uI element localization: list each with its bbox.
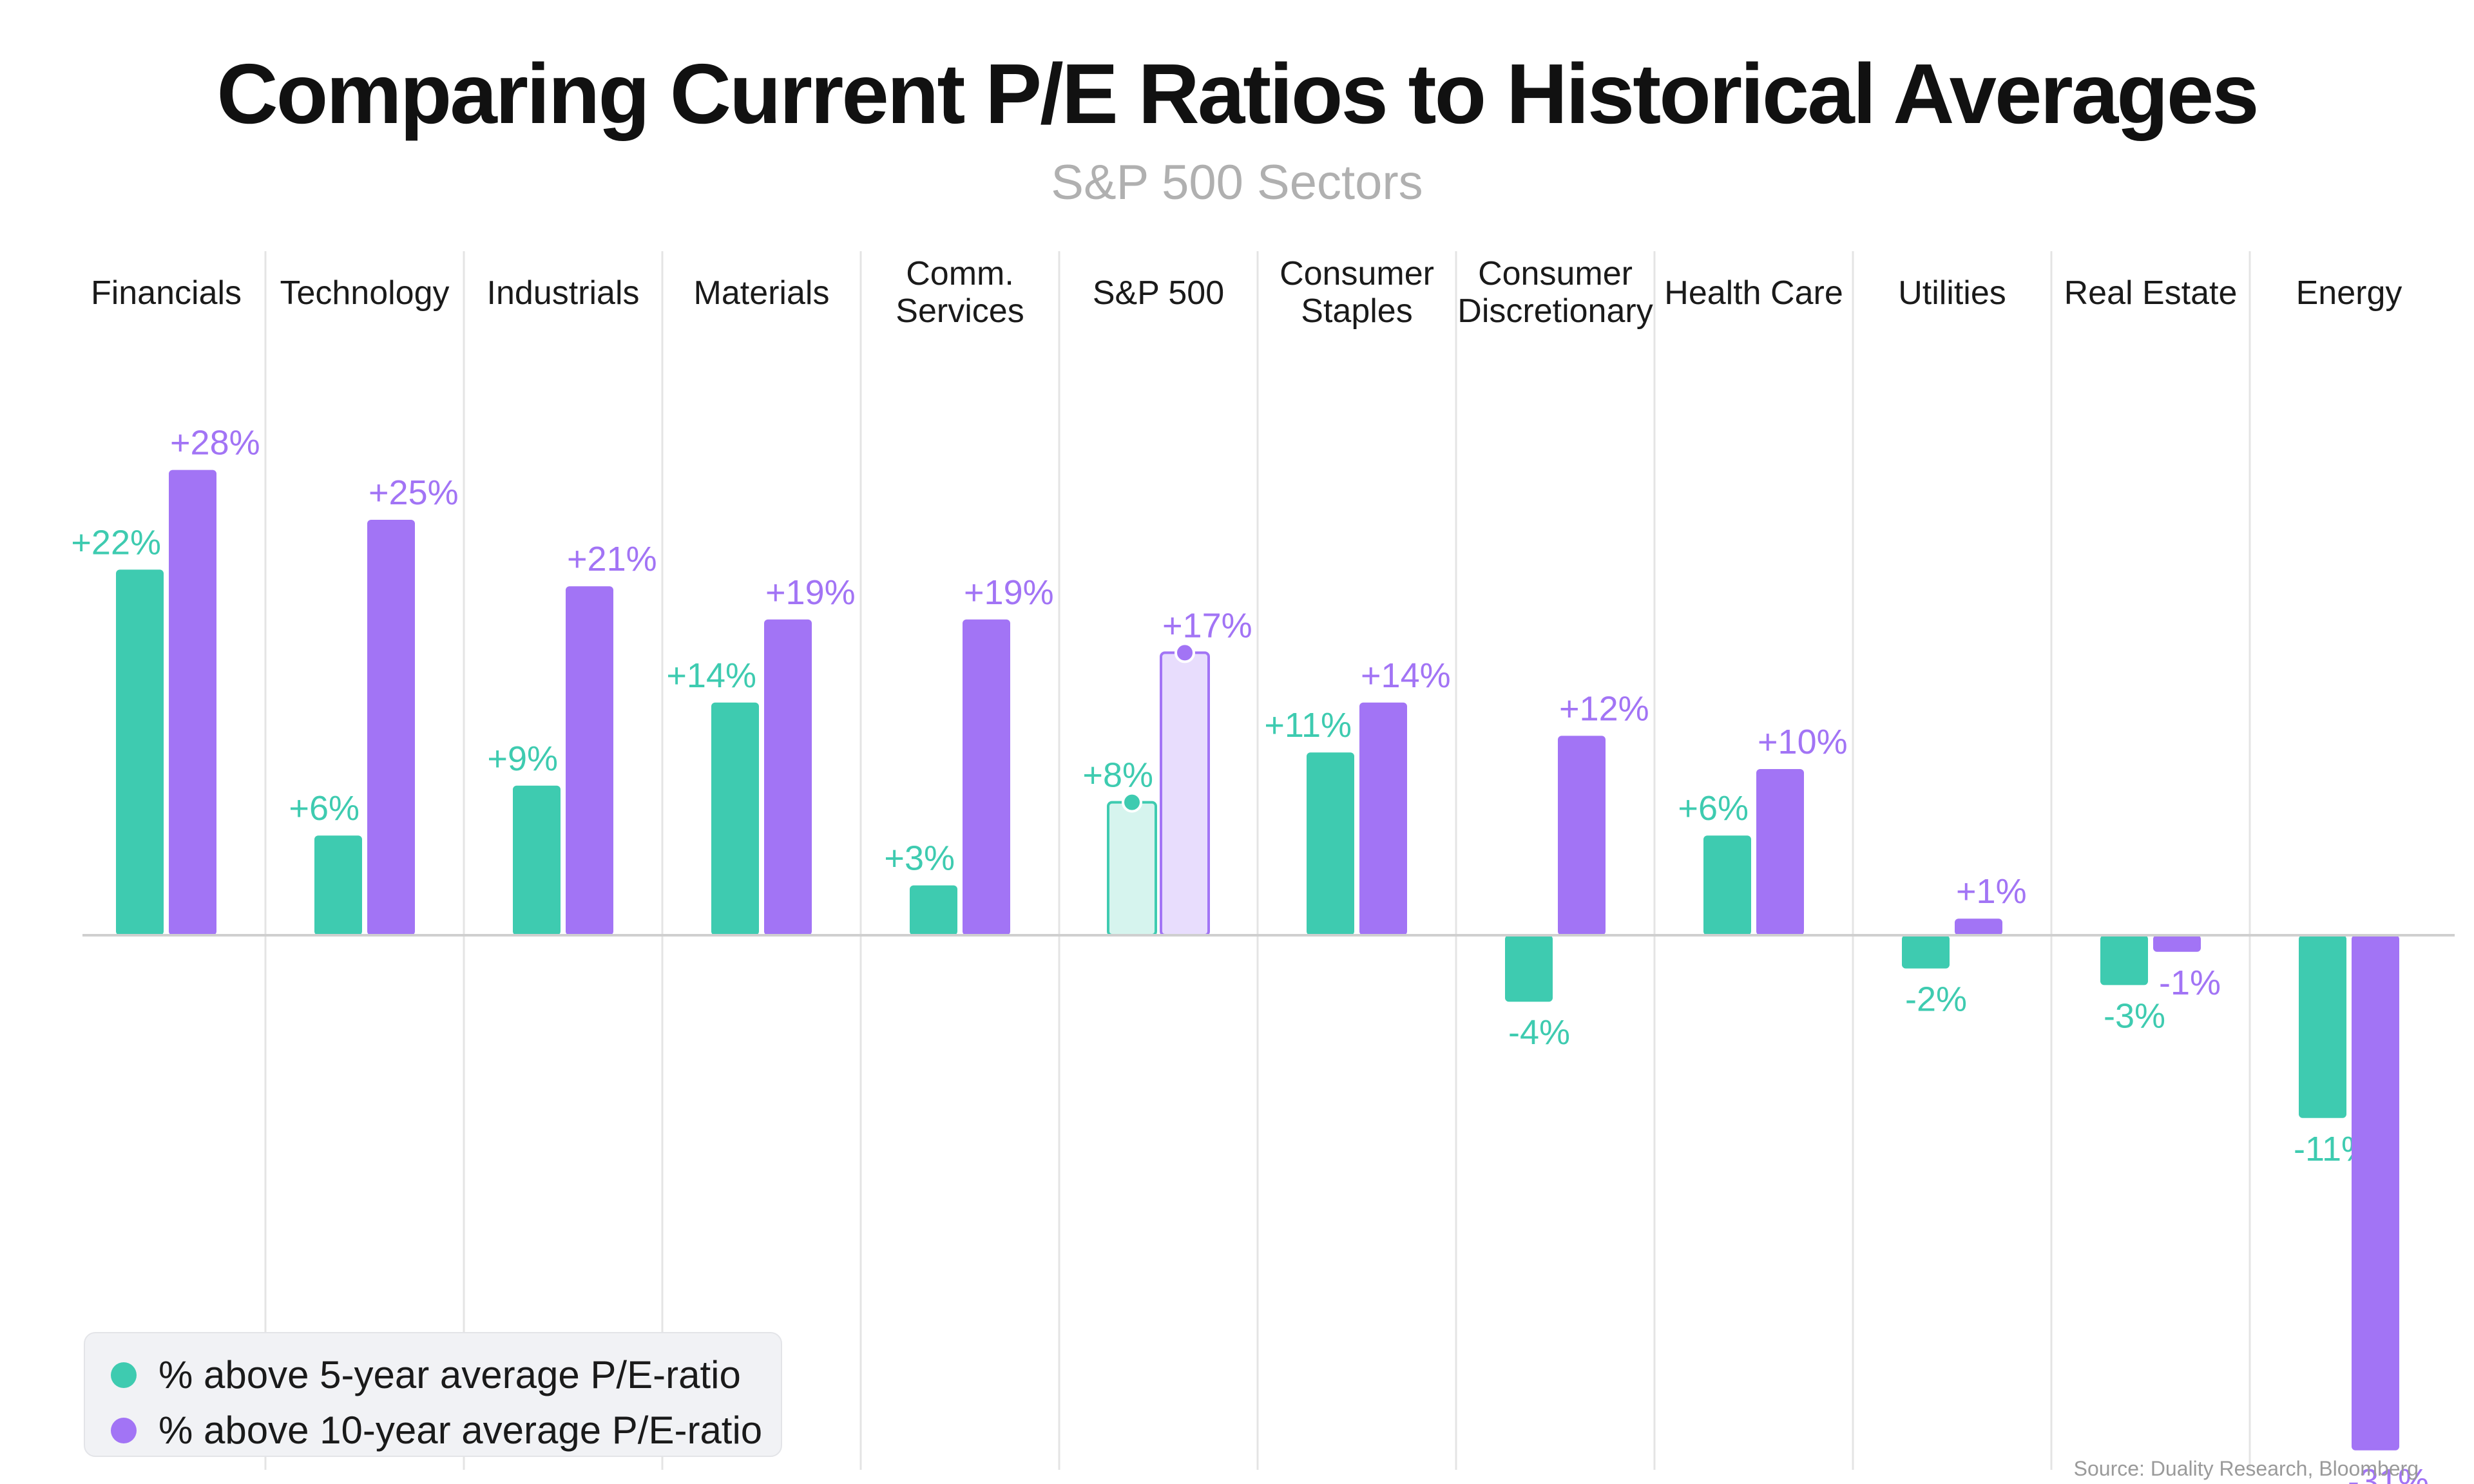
legend-swatch-ten-year [111, 1417, 137, 1443]
value-label-ten-year-materials: +19% [765, 573, 856, 612]
legend-item-ten-year: % above 10-year average P/E-ratio [111, 1408, 762, 1452]
legend-swatch-five-year [111, 1362, 137, 1388]
category-label-consumer-staples: Consumer Staples [1280, 255, 1434, 330]
bar-ten-year-utilities [1955, 918, 2002, 935]
category-label-utilities: Utilities [1898, 274, 2006, 312]
value-label-ten-year-consumer-staples: +14% [1361, 656, 1451, 695]
bar-ten-year-real-estate [2153, 935, 2201, 952]
bar-ten-year-comm-services [963, 619, 1010, 935]
bar-five-year-materials [711, 702, 759, 935]
bar-five-year-energy [2299, 935, 2346, 1118]
bar-ten-year-industrials [566, 586, 613, 935]
bar-ten-year-consumer-discretionary [1558, 736, 1606, 935]
value-label-five-year-industrials: +9% [487, 739, 558, 778]
bar-five-year-utilities [1902, 935, 1950, 969]
chart-title: Comparing Current P/E Ratios to Historic… [216, 46, 2259, 141]
category-label-health-care: Health Care [1664, 274, 1843, 312]
category-label-sandp-500: S&P 500 [1093, 274, 1224, 312]
value-label-ten-year-real-estate: -1% [2159, 964, 2221, 1002]
bar-ten-year-sandp-500 [1160, 651, 1210, 937]
value-label-five-year-real-estate: -3% [2104, 996, 2165, 1035]
value-label-ten-year-sandp-500: +17% [1162, 606, 1252, 645]
category-label-comm-services: Comm. Services [896, 255, 1024, 330]
bar-ten-year-financials [169, 470, 216, 935]
bar-ten-year-materials [764, 619, 812, 935]
category-label-energy: Energy [2296, 274, 2402, 312]
legend: % above 5-year average P/E-ratio % above… [84, 1332, 782, 1457]
category-label-real-estate: Real Estate [2064, 274, 2238, 312]
category-label-consumer-discretionary: Consumer Discretionary [1457, 255, 1653, 330]
bar-five-year-sandp-500 [1107, 801, 1157, 937]
bar-ten-year-energy [2352, 935, 2399, 1451]
source-note: Source: Duality Research, Bloomberg [2073, 1457, 2419, 1480]
bar-five-year-real-estate [2100, 935, 2148, 985]
bar-five-year-industrials [513, 785, 561, 935]
value-label-five-year-comm-services: +3% [884, 839, 955, 878]
legend-item-five-year: % above 5-year average P/E-ratio [111, 1353, 741, 1397]
highlight-marker-ten-year [1175, 642, 1195, 663]
value-label-five-year-materials: +14% [666, 656, 756, 695]
category-label-financials: Financials [91, 274, 242, 312]
legend-label-five-year: % above 5-year average P/E-ratio [158, 1353, 741, 1396]
bar-five-year-technology [314, 835, 362, 935]
value-label-ten-year-industrials: +21% [567, 540, 657, 578]
category-label-technology: Technology [280, 274, 449, 312]
category-label-industrials: Industrials [487, 274, 640, 312]
value-label-five-year-consumer-discretionary: -4% [1508, 1013, 1570, 1052]
category-label-materials: Materials [694, 274, 830, 312]
legend-label-ten-year: % above 10-year average P/E-ratio [158, 1409, 763, 1452]
value-label-ten-year-energy: -31% [2348, 1462, 2429, 1484]
bar-five-year-health-care [1703, 835, 1751, 935]
value-label-ten-year-utilities: +1% [1956, 872, 2027, 911]
bar-five-year-comm-services [910, 885, 957, 935]
bar-five-year-consumer-discretionary [1505, 935, 1553, 1002]
value-label-five-year-utilities: -2% [1905, 980, 1967, 1019]
value-label-five-year-technology: +6% [289, 789, 360, 828]
value-label-ten-year-technology: +25% [369, 473, 459, 512]
bar-ten-year-technology [367, 520, 415, 935]
bar-ten-year-health-care [1756, 769, 1804, 935]
value-label-ten-year-financials: +28% [170, 424, 260, 462]
bar-ten-year-consumer-staples [1359, 702, 1407, 935]
value-label-five-year-consumer-staples: +11% [1264, 706, 1352, 745]
bar-five-year-consumer-staples [1307, 752, 1354, 935]
bar-five-year-financials [116, 569, 164, 935]
value-label-five-year-financials: +22% [71, 523, 161, 562]
chart-subtitle: S&P 500 Sectors [1051, 155, 1423, 210]
value-label-five-year-sandp-500: +8% [1082, 756, 1153, 795]
value-label-five-year-health-care: +6% [1678, 789, 1749, 828]
highlight-marker-five-year [1122, 792, 1142, 813]
value-label-ten-year-health-care: +10% [1758, 723, 1848, 761]
value-label-ten-year-consumer-discretionary: +12% [1559, 689, 1649, 728]
value-label-ten-year-comm-services: +19% [964, 573, 1054, 612]
